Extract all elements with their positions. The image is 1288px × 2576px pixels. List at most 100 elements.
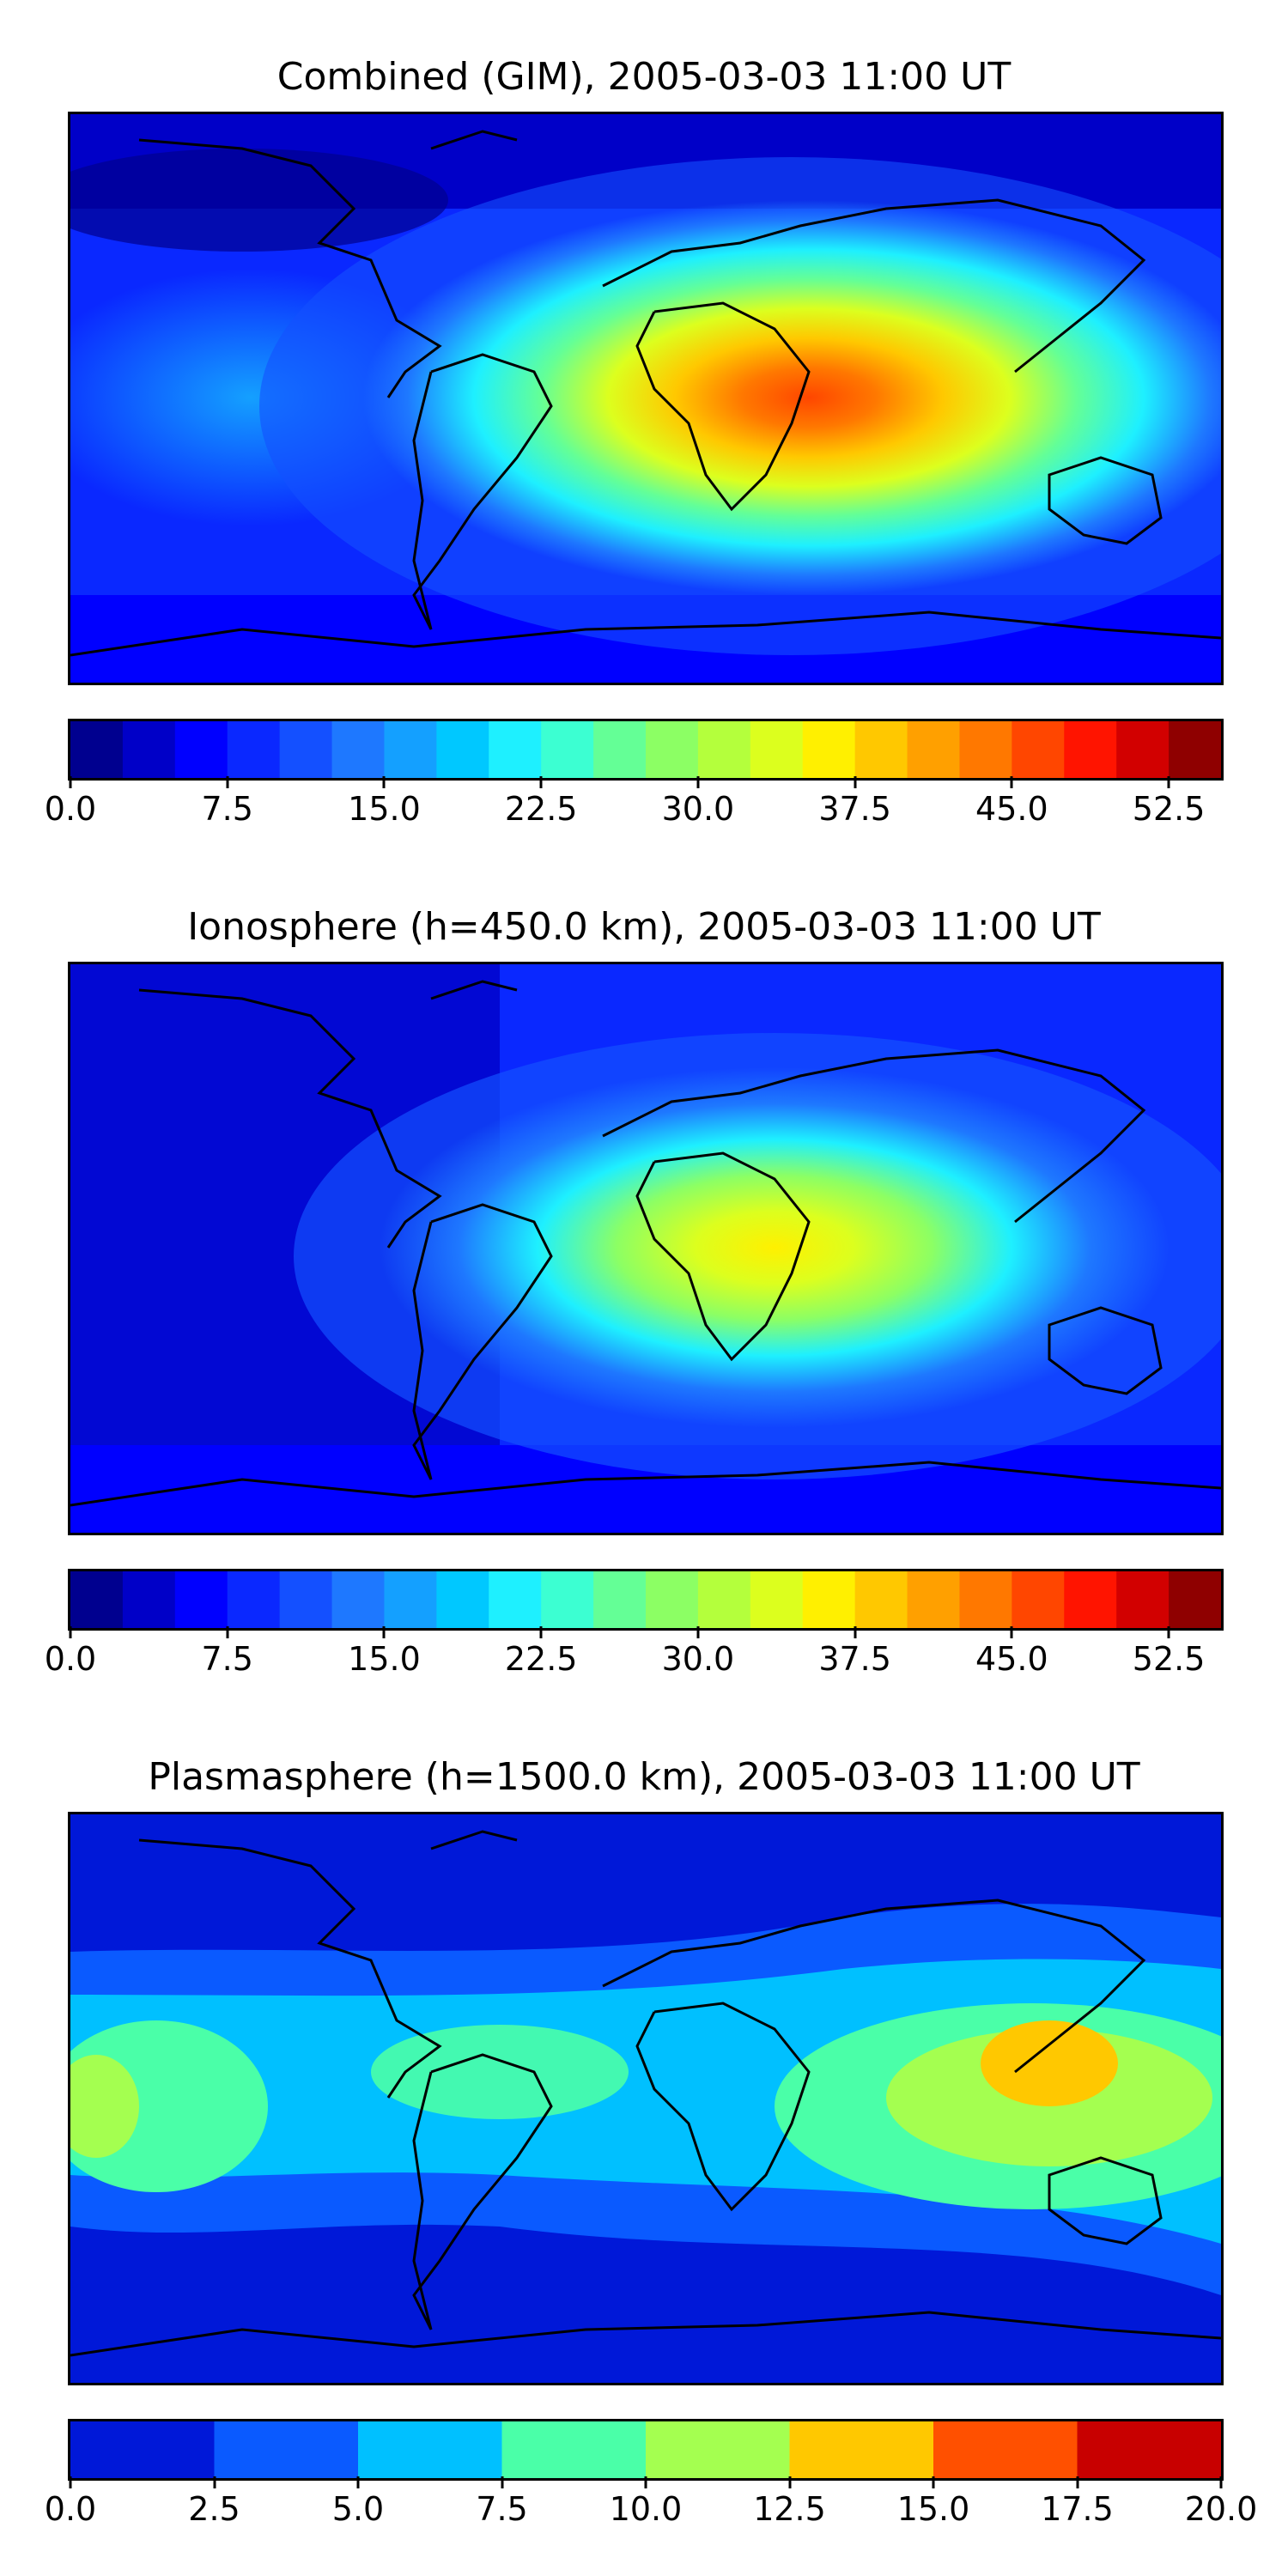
colorbar-segment: [697, 721, 751, 778]
cbar-tick-label: 0.0: [44, 1640, 97, 1678]
colorbar-segment: [501, 2421, 647, 2478]
cbar-tick-label: 7.5: [201, 1640, 253, 1678]
colorbar-segment: [907, 721, 961, 778]
colorbar-segment: [646, 721, 699, 778]
colorbar-segment: [174, 1571, 228, 1628]
colorbar-segment: [697, 1571, 751, 1628]
colorbar-segment: [1169, 721, 1221, 778]
cbar-tick-label: 15.0: [896, 2490, 970, 2528]
coastlines: [70, 130, 1221, 657]
colorbar-segment: [959, 721, 1012, 778]
cbar-tick-mark: [539, 1626, 543, 1638]
cbar-tick-label: 5.0: [331, 2490, 385, 2528]
colorbar-segment: [174, 721, 228, 778]
cbar-tick-mark: [501, 2476, 503, 2488]
colorbar-segment: [1116, 1571, 1170, 1628]
chart-title-plasmasphere: Plasmasphere (h=1500.0 km), 2005-03-03 1…: [148, 1755, 1140, 1799]
colorbar-segment: [279, 721, 333, 778]
cbar-tick-label: 17.5: [1041, 2490, 1114, 2528]
colorbar-segment: [1064, 1571, 1117, 1628]
colorbar-segment: [1064, 721, 1117, 778]
cbar-tick-label: 7.5: [476, 2490, 528, 2528]
cbar-tick-label: 37.5: [818, 790, 891, 828]
colorbar-plasmasphere: [68, 2419, 1224, 2481]
colorbar-segment: [593, 1571, 647, 1628]
colorbar-segment: [789, 2421, 934, 2478]
colorbar-segment: [70, 2421, 216, 2478]
cbar-tick-label: 15.0: [348, 790, 421, 828]
colorbar-segment: [436, 1571, 489, 1628]
colorbar-ticks-plasmasphere: 0.0 2.5 5.0 7.5 10.0 12.5 15.0 17.5 20.0: [0, 2476, 1288, 2540]
cbar-tick-label: 12.5: [753, 2490, 826, 2528]
chart-title-combined: Combined (GIM), 2005-03-03 11:00 UT: [276, 55, 1012, 99]
colorbar-segment: [1116, 721, 1170, 778]
cbar-tick-label: 22.5: [504, 1640, 578, 1678]
colorbar-segment: [279, 1571, 333, 1628]
colorbar-segment: [436, 721, 489, 778]
cbar-tick-mark: [1219, 2476, 1223, 2488]
cbar-tick-mark: [788, 2476, 791, 2488]
cbar-tick-label: 0.0: [44, 2490, 97, 2528]
colorbar-segment: [1077, 2421, 1221, 2478]
colorbar-segment: [1012, 721, 1065, 778]
cbar-tick-label: 52.5: [1132, 790, 1206, 828]
colorbar-segment: [384, 721, 437, 778]
colorbar-segment: [489, 721, 542, 778]
cbar-tick-label: 30.0: [661, 790, 735, 828]
cbar-tick-mark: [696, 776, 700, 788]
colorbar-segment: [750, 1571, 804, 1628]
cbar-tick-mark: [382, 776, 386, 788]
cbar-tick-label: 7.5: [201, 790, 253, 828]
colorbar-segment: [384, 1571, 437, 1628]
map-ionosphere: [68, 962, 1224, 1535]
cbar-tick-mark: [854, 1626, 857, 1638]
map-combined-gim: [68, 112, 1224, 685]
cbar-tick-mark: [1167, 776, 1170, 788]
cbar-tick-mark: [213, 2476, 216, 2488]
cbar-tick-mark: [69, 1626, 72, 1638]
colorbar-segment: [358, 2421, 503, 2478]
colorbar-ionosphere: [68, 1569, 1224, 1631]
cbar-tick-mark: [1010, 776, 1013, 788]
cbar-tick-mark: [69, 2476, 72, 2488]
colorbar-ticks-ionosphere: 0.0 7.5 15.0 22.5 30.0 37.5 45.0 52.5: [0, 1626, 1288, 1690]
cbar-tick-label: 2.5: [188, 2490, 240, 2528]
colorbar-segment: [959, 1571, 1012, 1628]
cbar-tick-mark: [226, 776, 229, 788]
cbar-tick-mark: [226, 1626, 229, 1638]
colorbar-segment: [1012, 1571, 1065, 1628]
colorbar-segment: [593, 721, 647, 778]
colorbar-segment: [802, 721, 856, 778]
colorbar-segment: [227, 721, 281, 778]
cbar-tick-mark: [382, 1626, 386, 1638]
cbar-tick-mark: [539, 776, 543, 788]
cbar-tick-mark: [696, 1626, 700, 1638]
map-plasmasphere: [68, 1812, 1224, 2385]
colorbar-segment: [489, 1571, 542, 1628]
colorbar-segment: [1169, 1571, 1221, 1628]
cbar-tick-label: 45.0: [975, 1640, 1048, 1678]
colorbar-combined: [68, 719, 1224, 781]
colorbar-segment: [541, 1571, 594, 1628]
colorbar-segment: [750, 721, 804, 778]
colorbar-ticks-combined: 0.0 7.5 15.0 22.5 30.0 37.5 45.0 52.5: [0, 776, 1288, 840]
colorbar-segment: [122, 721, 176, 778]
colorbar-segment: [854, 721, 908, 778]
colorbar-segment: [122, 1571, 176, 1628]
cbar-tick-label: 22.5: [504, 790, 578, 828]
chart-title-ionosphere: Ionosphere (h=450.0 km), 2005-03-03 11:0…: [187, 905, 1101, 949]
cbar-tick-label: 52.5: [1132, 1640, 1206, 1678]
cbar-tick-mark: [356, 2476, 360, 2488]
cbar-tick-mark: [932, 2476, 935, 2488]
cbar-tick-mark: [854, 776, 857, 788]
cbar-tick-label: 45.0: [975, 790, 1048, 828]
coastlines: [70, 1830, 1221, 2357]
cbar-tick-label: 37.5: [818, 1640, 891, 1678]
cbar-tick-label: 10.0: [609, 2490, 683, 2528]
colorbar-segment: [214, 2421, 359, 2478]
colorbar-segment: [70, 721, 124, 778]
colorbar-segment: [933, 2421, 1078, 2478]
cbar-tick-label: 30.0: [661, 1640, 735, 1678]
colorbar-segment: [802, 1571, 856, 1628]
coastlines: [70, 980, 1221, 1507]
